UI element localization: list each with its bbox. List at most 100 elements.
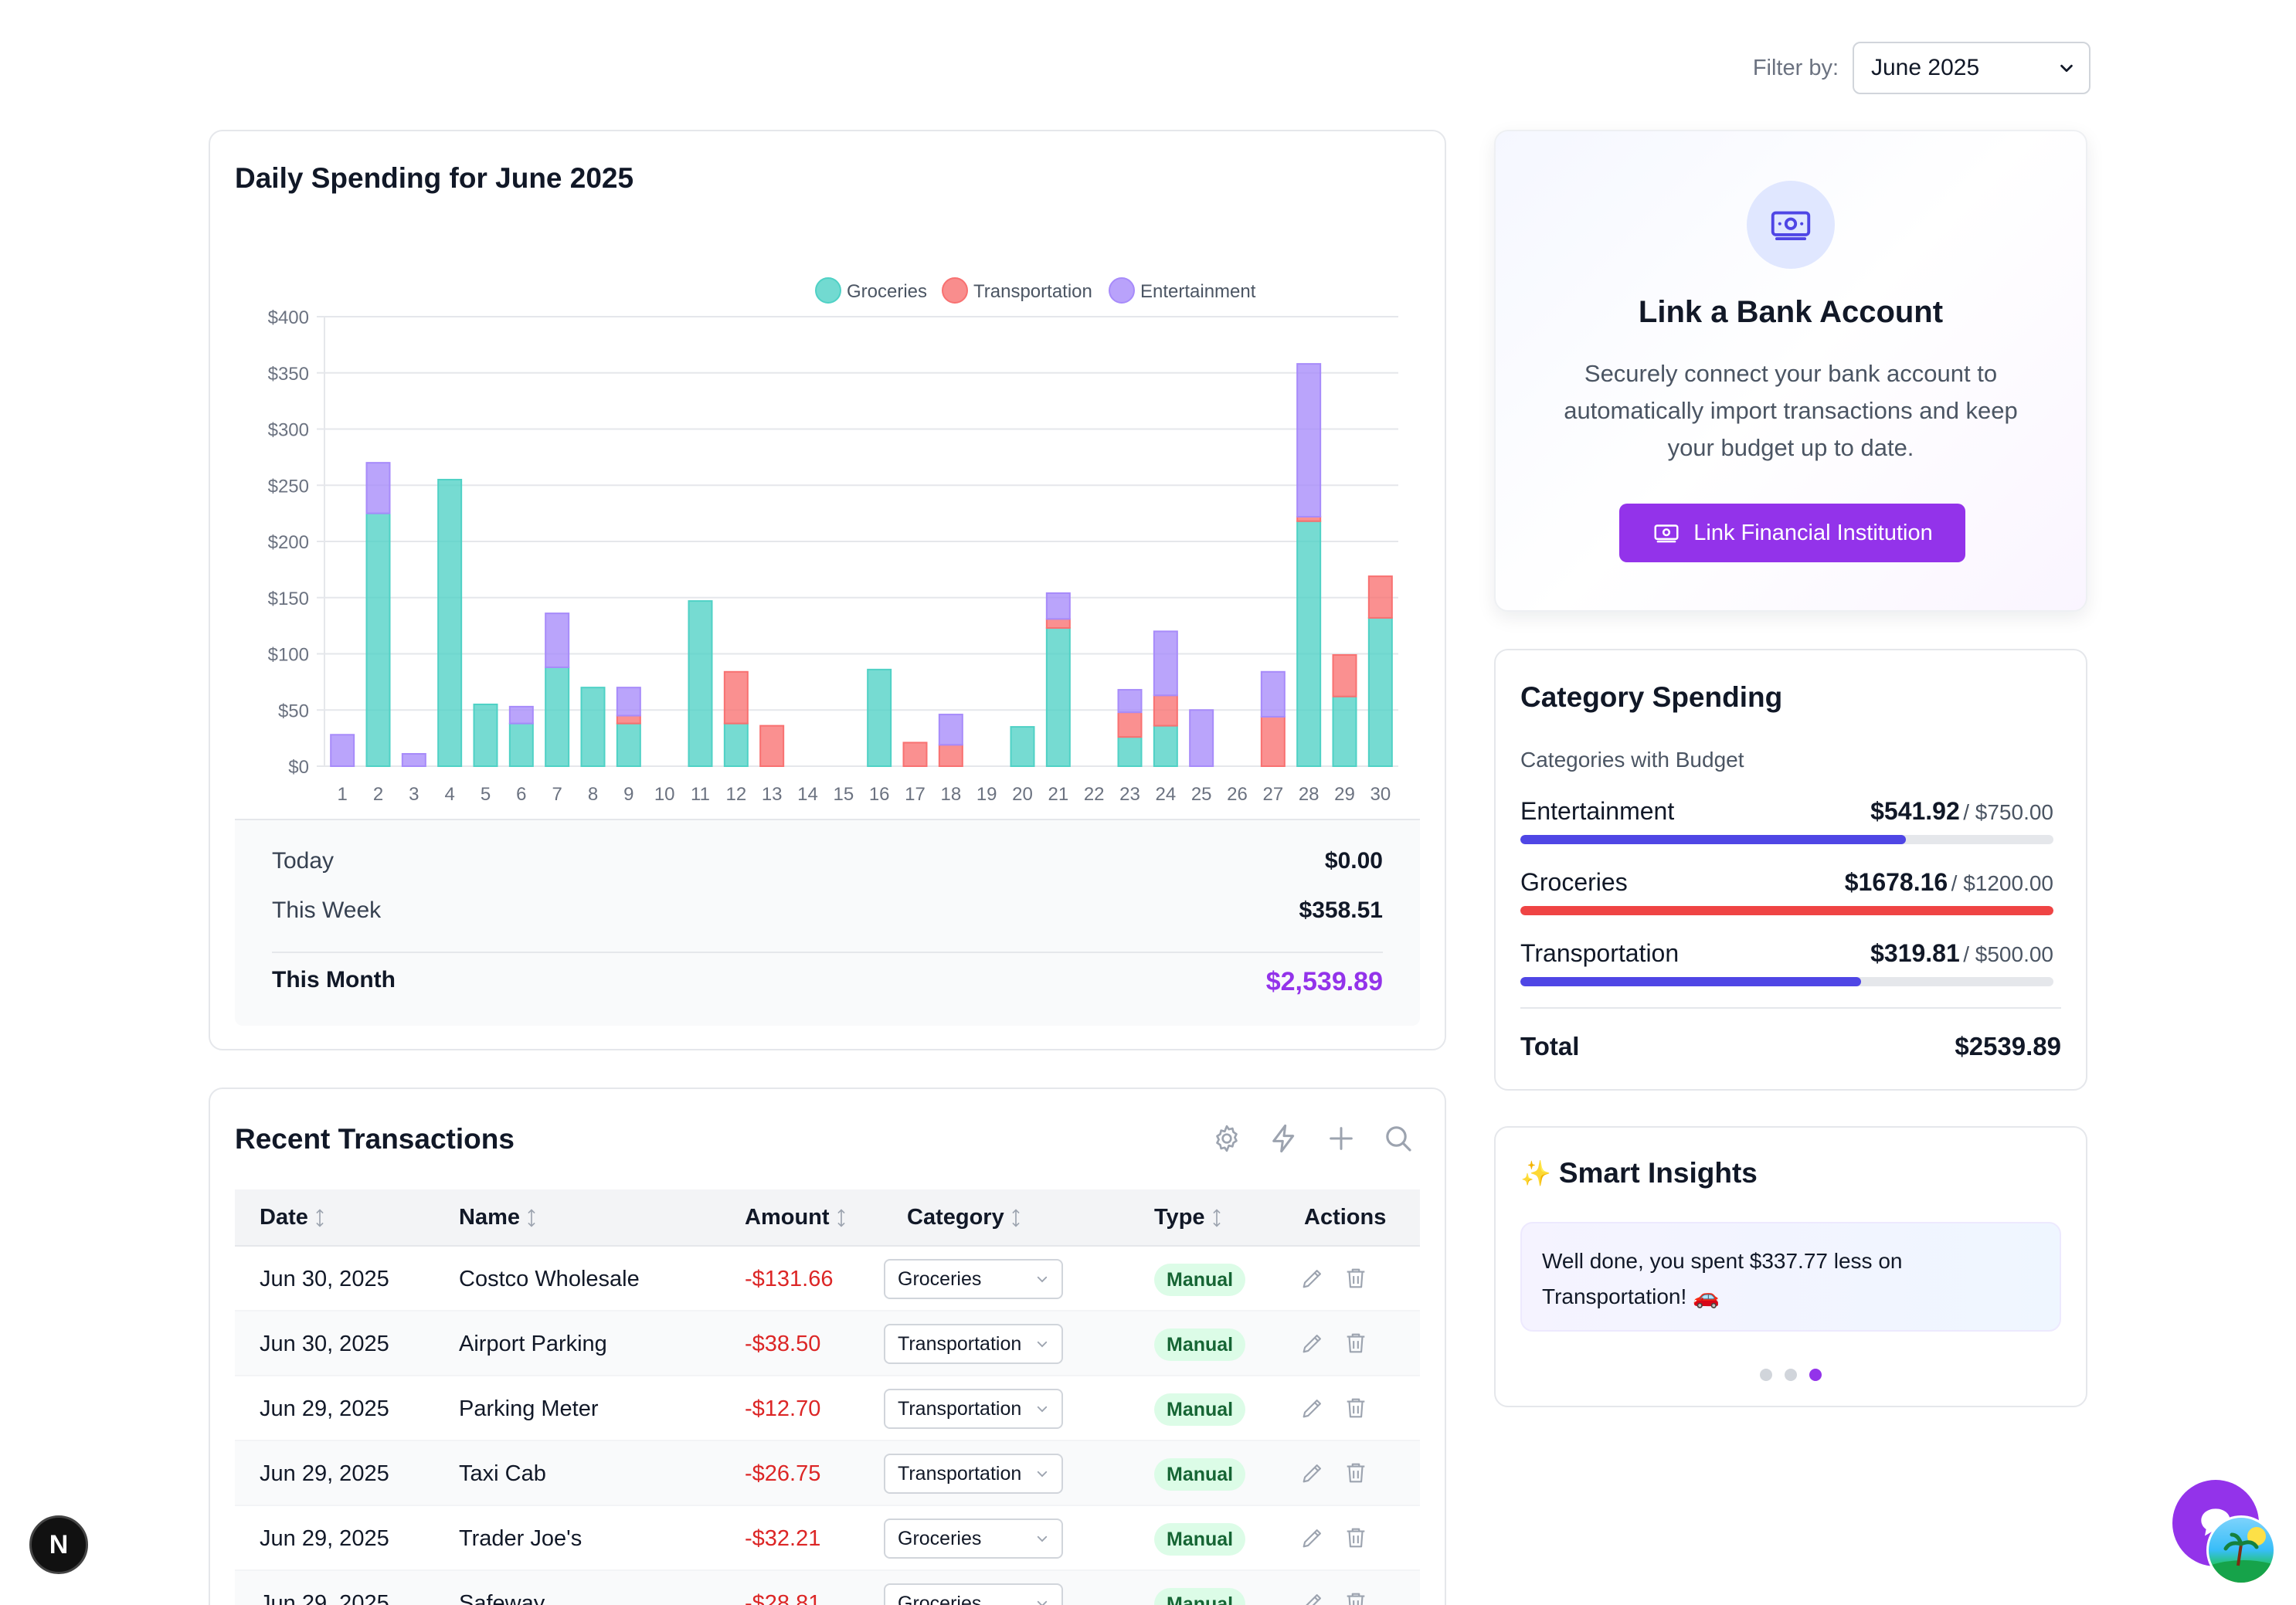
bar-entertainment-day-24 — [1153, 630, 1178, 697]
bar-transportation-day-17 — [902, 741, 928, 768]
row-type-badge: Manual — [1154, 1523, 1246, 1556]
bar-transportation-day-21 — [1045, 618, 1071, 629]
bar-transportation-day-30 — [1367, 575, 1393, 619]
row-name: Taxi Cab — [459, 1461, 546, 1486]
category-budget: / $1200.00 — [1951, 871, 2053, 895]
bar-entertainment-day-2 — [365, 462, 391, 514]
category-item-entertainment: Entertainment $541.92 / $750.00 — [1520, 797, 2053, 844]
column-header-name[interactable]: Name — [459, 1205, 538, 1230]
month-filter-select[interactable]: June 2025 — [1853, 42, 2091, 94]
row-category-value: Transportation — [898, 1397, 1022, 1420]
edit-pencil-icon[interactable] — [1299, 1590, 1326, 1605]
category-spending-title: Category Spending — [1520, 681, 1783, 713]
table-row: Jun 29, 2025 Taxi Cab -$26.75 Transportatio… — [235, 1441, 1420, 1506]
row-amount: -$28.81 — [745, 1591, 821, 1605]
money-icon — [1747, 181, 1835, 269]
column-header-date[interactable]: Date — [260, 1205, 327, 1230]
carousel-dot-active[interactable] — [1809, 1369, 1822, 1381]
edit-pencil-icon[interactable] — [1299, 1330, 1326, 1356]
x-tick-label: 19 — [976, 784, 997, 805]
chevron-down-icon — [2060, 64, 2073, 73]
legend-swatch-groceries — [815, 277, 841, 304]
x-tick-label: 14 — [797, 784, 818, 805]
row-category-select[interactable]: Groceries — [884, 1259, 1063, 1299]
table-row: Jun 29, 2025 Trader Joe's -$32.21 Groceries… — [235, 1506, 1420, 1571]
row-date: Jun 29, 2025 — [260, 1461, 389, 1486]
summary-week-value: $358.51 — [1299, 898, 1383, 923]
row-type-badge: Manual — [1154, 1264, 1246, 1296]
x-tick-label: 6 — [516, 784, 526, 805]
bar-groceries-day-2 — [365, 512, 391, 767]
user-avatar[interactable] — [2206, 1515, 2276, 1585]
category-progress-fill — [1520, 977, 1862, 986]
spending-summary: Today $0.00 This Week $358.51 This Month… — [235, 819, 1420, 1026]
row-category-select[interactable]: Groceries — [884, 1583, 1063, 1605]
insight-carousel-dots — [1496, 1369, 2086, 1381]
table-row: Jun 29, 2025 Safeway -$28.81 Groceries Manua… — [235, 1571, 1420, 1605]
sort-icon — [528, 1208, 535, 1227]
category-total-label: Total — [1520, 1032, 1580, 1060]
bar-groceries-day-23 — [1117, 736, 1143, 767]
category-budget: / $750.00 — [1963, 800, 2053, 824]
next-dev-badge[interactable]: N — [29, 1515, 88, 1574]
y-tick-label: $400 — [268, 307, 309, 328]
bar-entertainment-day-28 — [1296, 363, 1322, 517]
search-icon[interactable] — [1383, 1123, 1414, 1154]
row-category-select[interactable]: Transportation — [884, 1389, 1063, 1429]
bar-entertainment-day-6 — [508, 705, 534, 724]
bar-groceries-day-5 — [473, 703, 498, 767]
chevron-down-icon — [1037, 1471, 1048, 1478]
category-progress-bar — [1520, 906, 2053, 915]
edit-pencil-icon[interactable] — [1299, 1395, 1326, 1421]
legend-label-groceries: Groceries — [847, 281, 927, 302]
row-category-value: Groceries — [898, 1527, 982, 1549]
bar-entertainment-day-23 — [1117, 689, 1143, 714]
carousel-dot[interactable] — [1785, 1369, 1797, 1381]
carousel-dot[interactable] — [1760, 1369, 1772, 1381]
row-type-badge: Manual — [1154, 1458, 1246, 1491]
lightning-icon[interactable] — [1269, 1123, 1299, 1154]
bar-groceries-day-8 — [580, 687, 606, 768]
category-item-groceries: Groceries $1678.16 / $1200.00 — [1520, 868, 2053, 915]
bar-entertainment-day-18 — [938, 714, 963, 746]
y-tick-label: $100 — [268, 645, 309, 666]
delete-trash-icon[interactable] — [1343, 1265, 1369, 1291]
row-name: Safeway — [459, 1591, 545, 1605]
month-filter-value: June 2025 — [1871, 55, 1980, 80]
bar-entertainment-day-21 — [1045, 592, 1071, 620]
add-plus-icon[interactable] — [1326, 1123, 1357, 1154]
link-financial-institution-button[interactable]: Link Financial Institution — [1619, 504, 1965, 562]
settings-gear-icon[interactable] — [1211, 1123, 1242, 1154]
bar-entertainment-day-3 — [401, 752, 426, 767]
category-name: Groceries — [1520, 868, 1628, 896]
delete-trash-icon[interactable] — [1343, 1590, 1369, 1605]
summary-month-label: This Month — [272, 967, 396, 993]
row-amount: -$12.70 — [745, 1396, 821, 1421]
x-tick-label: 22 — [1084, 784, 1105, 805]
bar-entertainment-day-9 — [616, 687, 641, 717]
x-tick-label: 10 — [654, 784, 675, 805]
row-category-select[interactable]: Transportation — [884, 1324, 1063, 1364]
legend-label-entertainment: Entertainment — [1140, 281, 1256, 302]
row-category-value: Groceries — [898, 1592, 982, 1605]
delete-trash-icon[interactable] — [1343, 1395, 1369, 1421]
row-category-select[interactable]: Transportation — [884, 1454, 1063, 1494]
y-tick-label: $150 — [268, 589, 309, 609]
x-tick-label: 11 — [691, 784, 710, 805]
recent-transactions-card: Recent Transactions Date Name Amount Cat… — [209, 1088, 1446, 1605]
delete-trash-icon[interactable] — [1343, 1525, 1369, 1551]
edit-pencil-icon[interactable] — [1299, 1525, 1326, 1551]
row-category-select[interactable]: Groceries — [884, 1518, 1063, 1559]
x-tick-label: 13 — [762, 784, 783, 805]
delete-trash-icon[interactable] — [1343, 1460, 1369, 1486]
category-total-value: $2539.89 — [1955, 1032, 2061, 1060]
edit-pencil-icon[interactable] — [1299, 1265, 1326, 1291]
delete-trash-icon[interactable] — [1343, 1330, 1369, 1356]
column-header-amount[interactable]: Amount — [745, 1205, 848, 1230]
filter-bar: Filter by: June 2025 — [1753, 42, 2091, 94]
column-header-category[interactable]: Category — [907, 1205, 1023, 1230]
edit-pencil-icon[interactable] — [1299, 1460, 1326, 1486]
summary-week-label: This Week — [272, 898, 382, 923]
bar-groceries-day-21 — [1045, 627, 1071, 767]
column-header-type[interactable]: Type — [1154, 1205, 1224, 1230]
